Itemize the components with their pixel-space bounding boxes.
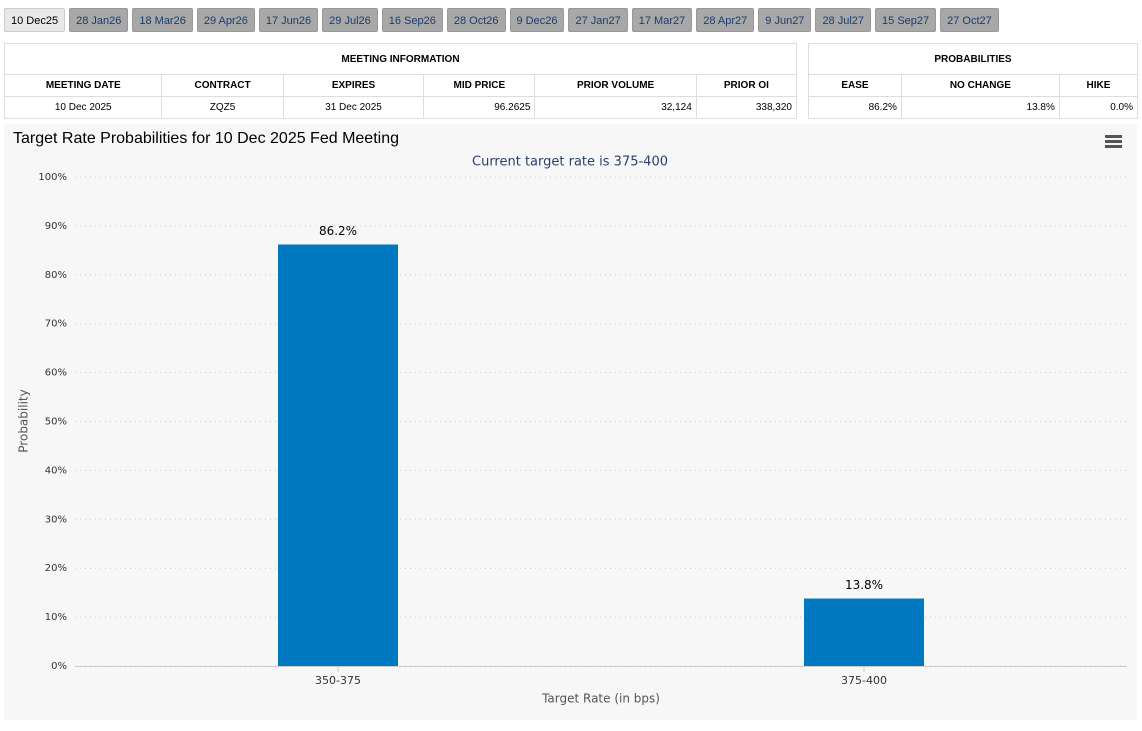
table-cell: 13.8% xyxy=(900,96,1060,119)
y-tick-label: 80% xyxy=(45,270,67,281)
header-row: EASE NO CHANGE HIKE xyxy=(808,74,1139,97)
date-tab[interactable]: 29 Apr26 xyxy=(196,8,255,32)
table-title: PROBABILITIES xyxy=(808,43,1138,75)
table-cell: 31 Dec 2025 xyxy=(282,96,425,119)
table-cell: 338,320 xyxy=(695,96,798,119)
tab-bar: 10 Dec25 28 Jan26 18 Mar26 29 Apr26 17 Jun26… xyxy=(4,8,999,32)
menu-bar xyxy=(1105,140,1122,143)
y-tick-label: 50% xyxy=(45,417,67,428)
x-tick-label: 350-375 xyxy=(315,674,361,687)
date-tab[interactable]: 28 Oct26 xyxy=(446,8,506,32)
y-tick-label: 90% xyxy=(45,221,67,232)
date-tab[interactable]: 16 Sep26 xyxy=(381,8,443,32)
menu-bar xyxy=(1105,135,1122,138)
menu-button[interactable] xyxy=(1105,135,1122,148)
x-axis-label: Target Rate (in bps) xyxy=(541,692,660,706)
date-tab[interactable]: 28 Jul27 xyxy=(815,8,872,32)
y-tick-label: 70% xyxy=(45,319,67,330)
table-cell: 32,124 xyxy=(534,96,697,119)
date-tab[interactable]: 28 Jan26 xyxy=(69,8,129,32)
x-tick-label: 375-400 xyxy=(841,674,887,687)
date-tab[interactable]: 9 Jun27 xyxy=(758,8,812,32)
y-axis-label: Probability xyxy=(17,389,31,452)
date-tab[interactable]: 27 Oct27 xyxy=(940,8,999,32)
y-tick-label: 100% xyxy=(38,172,67,183)
bar xyxy=(278,244,398,666)
y-tick-label: 20% xyxy=(45,563,67,574)
menu-bar xyxy=(1105,145,1122,148)
date-tab[interactable]: 17 Mar27 xyxy=(631,8,693,32)
title-row: MEETING INFORMATION xyxy=(4,43,797,75)
y-tick-label: 30% xyxy=(45,514,67,525)
date-tab[interactable]: 27 Jan27 xyxy=(568,8,628,32)
date-tab[interactable]: 17 Jun26 xyxy=(258,8,319,32)
bar xyxy=(804,598,924,666)
date-tab[interactable]: 29 Jul26 xyxy=(322,8,378,32)
table-cell: ZQZ5 xyxy=(161,96,284,119)
chart-title: Target Rate Probabilities for 10 Dec 202… xyxy=(13,130,399,147)
chart-subtitle: Current target rate is 375-400 xyxy=(472,155,668,170)
table-cell: 10 Dec 2025 xyxy=(3,96,163,119)
header-row: MEETING DATE CONTRACT EXPIRES MID PRICE PRIO… xyxy=(3,74,798,97)
table-title: MEETING INFORMATION xyxy=(4,43,797,75)
data-label: 86.2% xyxy=(319,224,357,238)
data-row: 10 Dec 2025 ZQZ5 31 Dec 2025 96.2625 32,124 3… xyxy=(3,96,798,119)
y-tick-label: 40% xyxy=(45,465,67,476)
table-cell: 96.2625 xyxy=(423,96,536,119)
date-tab[interactable]: 18 Mar26 xyxy=(132,8,193,32)
y-tick-label: 60% xyxy=(45,368,67,379)
probabilities-table: PROBABILITIES EASE NO CHANGE HIKE 86.2% 13.8%… xyxy=(808,43,1139,119)
table-cell: 0.0% xyxy=(1058,96,1139,119)
date-tab[interactable]: 10 Dec25 xyxy=(4,8,66,32)
date-tab[interactable]: 28 Apr27 xyxy=(696,8,755,32)
y-tick-label: 0% xyxy=(51,661,67,672)
date-tab[interactable]: 15 Sep27 xyxy=(875,8,937,32)
meeting-info-table: MEETING INFORMATION MEETING DATE CONTRACT E… xyxy=(3,43,798,119)
title-row: PROBABILITIES xyxy=(808,43,1138,75)
data-label: 13.8% xyxy=(845,578,883,592)
data-row: 86.2% 13.8% 0.0% xyxy=(808,96,1139,119)
date-tab[interactable]: 9 Dec26 xyxy=(509,8,565,32)
y-tick-label: 10% xyxy=(45,612,67,623)
